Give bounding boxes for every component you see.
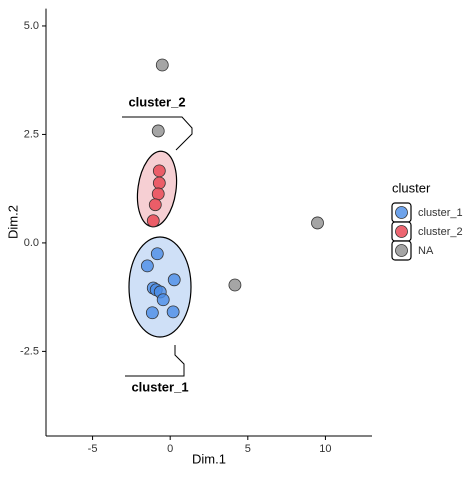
legend-label: cluster_1 xyxy=(418,207,463,219)
annotation: cluster_2 xyxy=(128,94,185,109)
point xyxy=(166,305,180,319)
point xyxy=(311,216,324,230)
y-tick-label: 0.0 xyxy=(24,237,39,249)
point xyxy=(152,176,166,190)
legend-title: cluster xyxy=(392,180,431,195)
legend-label: NA xyxy=(418,245,434,257)
annotation: cluster_1 xyxy=(131,379,188,394)
x-tick-label: -5 xyxy=(88,443,98,455)
point xyxy=(156,293,170,307)
point xyxy=(140,259,154,273)
point xyxy=(155,58,169,72)
y-axis-label: Dim.2 xyxy=(5,205,20,239)
x-tick-label: 10 xyxy=(319,443,331,455)
y-tick-label: -2.5 xyxy=(20,345,39,357)
point xyxy=(228,278,242,292)
point xyxy=(152,164,166,178)
legend-swatch xyxy=(395,244,408,257)
point xyxy=(151,187,165,201)
point xyxy=(167,273,181,287)
point xyxy=(145,306,159,320)
x-tick-label: 0 xyxy=(167,443,173,455)
point xyxy=(150,247,164,261)
point xyxy=(146,214,160,228)
callout-line xyxy=(122,116,193,151)
x-tick-label: 5 xyxy=(245,443,251,455)
callout-line xyxy=(125,345,185,377)
legend-label: cluster_2 xyxy=(418,226,463,238)
point xyxy=(151,124,165,138)
legend-swatch xyxy=(395,206,408,219)
legend-swatch xyxy=(395,225,408,238)
y-tick-label: 2.5 xyxy=(24,128,39,140)
y-tick-label: 5.0 xyxy=(24,20,39,32)
point xyxy=(148,198,162,212)
x-axis-label: Dim.1 xyxy=(192,451,226,466)
